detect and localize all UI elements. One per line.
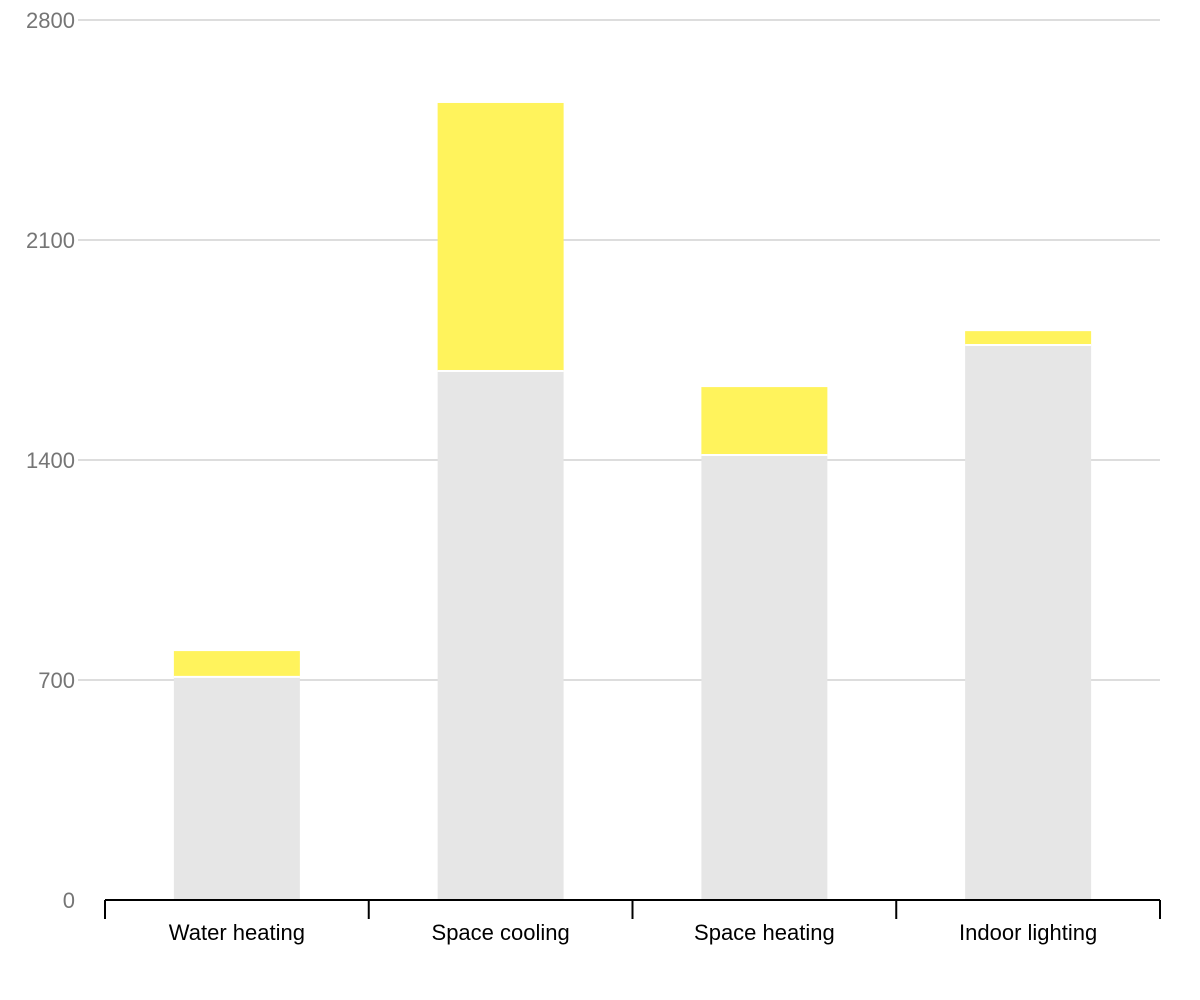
y-tick-label: 2800: [26, 8, 75, 33]
bar-base-water-heating: [173, 676, 300, 900]
x-tick-label: Indoor lighting: [959, 920, 1097, 945]
bar-additional-indoor-lighting: [965, 331, 1092, 345]
y-tick-label: 2100: [26, 228, 75, 253]
x-tick-label: Space cooling: [432, 920, 570, 945]
bar-base-indoor-lighting: [965, 344, 1092, 900]
x-tick-label: Water heating: [169, 920, 305, 945]
bar-base-space-heating: [701, 454, 828, 900]
y-tick-label: 1400: [26, 448, 75, 473]
bar-additional-water-heating: [173, 651, 300, 677]
x-tick-label: Space heating: [694, 920, 835, 945]
y-tick-label: 0: [63, 888, 75, 913]
bar-additional-space-heating: [701, 387, 828, 455]
bar-base-space-cooling: [437, 371, 564, 900]
y-tick-label: 700: [38, 668, 75, 693]
bar-additional-space-cooling: [437, 102, 564, 372]
